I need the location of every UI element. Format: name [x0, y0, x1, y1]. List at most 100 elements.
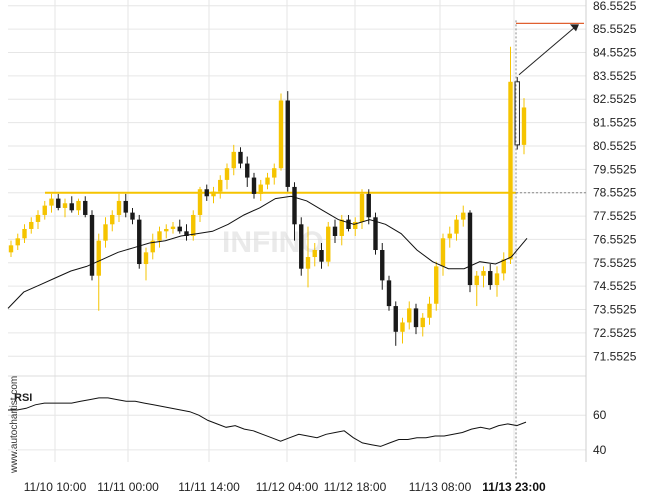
candle-body: [305, 257, 311, 269]
price-projection: [515, 20, 584, 480]
price-tick-label: 82.5525: [593, 92, 637, 106]
candle-body: [15, 238, 20, 246]
price-tick-label: 84.5525: [593, 46, 637, 60]
price-tick-label: 85.5525: [593, 22, 637, 36]
price-tick-label: 79.5525: [593, 162, 637, 176]
candle-body: [440, 238, 446, 267]
time-axis: 11/10 10:00 11/11 00:00 11/11 14:00 11/12 0…: [24, 480, 546, 494]
candle-body: [258, 184, 263, 194]
candle-body: [83, 200, 88, 215]
side-text: www.autochartist.com: [9, 376, 20, 474]
candle-body: [407, 308, 412, 323]
candle-body: [420, 317, 425, 328]
candle-body: [434, 266, 439, 304]
candle-body: [400, 322, 405, 332]
candle-body: [116, 200, 122, 215]
candle-body: [164, 228, 169, 232]
candle-body: [346, 219, 351, 229]
candle-body: [481, 271, 486, 276]
time-tick-label: 11/10 10:00: [24, 480, 87, 494]
candle-body: [461, 212, 466, 220]
candle-body: [292, 186, 297, 225]
candle-body: [272, 168, 277, 178]
time-tick-label: 11/13 23:00: [482, 480, 546, 494]
candle-body: [224, 168, 230, 180]
time-tick-label: 11/13 08:00: [409, 480, 472, 494]
price-tick-label: 78.5525: [593, 186, 637, 200]
candle-body: [326, 226, 331, 262]
candle-body: [501, 259, 506, 274]
candle-body: [69, 203, 74, 211]
candle-body: [130, 212, 135, 220]
candle-body: [110, 214, 115, 225]
candle-body: [123, 200, 128, 213]
candle-body: [319, 250, 324, 262]
candle-body: [494, 273, 500, 286]
candle-body: [265, 177, 270, 185]
candle-body: [332, 226, 338, 236]
candle-body: [76, 200, 81, 211]
price-tick-label: 86.5525: [593, 0, 637, 13]
candle-body: [373, 217, 378, 251]
price-tick-label: 76.5525: [593, 232, 637, 246]
time-tick-label: 11/12 04:00: [256, 480, 319, 494]
candle-body: [170, 226, 176, 229]
price-tick-label: 73.5525: [593, 303, 637, 317]
candle-body: [366, 193, 371, 218]
candle-body: [251, 177, 257, 194]
candle-body: [514, 81, 520, 146]
candle-body: [143, 252, 149, 265]
rsi-panel: RSI: [8, 392, 527, 447]
candle-body: [191, 214, 196, 236]
candle-body: [218, 179, 223, 192]
candle-body: [197, 189, 203, 215]
time-tick-label: 11/11 14:00: [178, 480, 240, 494]
candle-body: [521, 107, 527, 145]
candle-body: [454, 219, 459, 234]
candle-body: [96, 240, 101, 276]
moving-average-series: [7, 195, 528, 309]
candle-body: [285, 100, 290, 187]
candle-body: [204, 189, 209, 197]
candle-body: [427, 303, 432, 318]
rsi-line: [8, 397, 527, 447]
rsi-label: RSI: [14, 392, 32, 404]
candle-body: [231, 151, 236, 169]
candle-body: [150, 240, 155, 253]
candle-body: [157, 231, 162, 241]
candle-body: [177, 226, 182, 232]
rsi-tick-label: 40: [593, 443, 607, 457]
price-axis: 86.5525 85.5525 84.5525 83.5525 82.5525 81.55…: [593, 0, 637, 363]
price-tick-label: 77.5525: [593, 209, 637, 223]
candle-body: [386, 280, 392, 307]
candle-body: [49, 198, 54, 206]
candle-body: [245, 163, 250, 178]
rsi-tick-label: 60: [593, 408, 607, 422]
candle-body: [29, 221, 34, 229]
watermark: INFINO: [222, 226, 324, 259]
candle-body: [238, 151, 243, 164]
candle-body: [359, 193, 365, 222]
price-tick-label: 71.5525: [593, 349, 637, 363]
price-tick-label: 83.5525: [593, 69, 637, 83]
candle-body: [42, 205, 47, 215]
ma-line: [7, 195, 528, 309]
candle-body: [137, 219, 142, 265]
candle-body: [62, 203, 68, 208]
candle-body: [278, 100, 284, 169]
price-tick-label: 80.5525: [593, 139, 637, 153]
candle-body: [508, 81, 513, 260]
candle-body: [312, 250, 317, 258]
price-tick-label: 72.5525: [593, 326, 637, 340]
price-tick-label: 81.5525: [593, 116, 637, 130]
candle-body: [353, 221, 358, 229]
time-tick-label: 11/12 18:00: [324, 480, 387, 494]
candle-body: [467, 212, 473, 286]
candle-body: [380, 250, 385, 281]
candlestick-series: [8, 46, 527, 346]
candle-body: [35, 214, 41, 222]
projection-arrowhead: [570, 24, 579, 32]
candle-body: [413, 308, 419, 328]
candle-body: [56, 198, 61, 208]
